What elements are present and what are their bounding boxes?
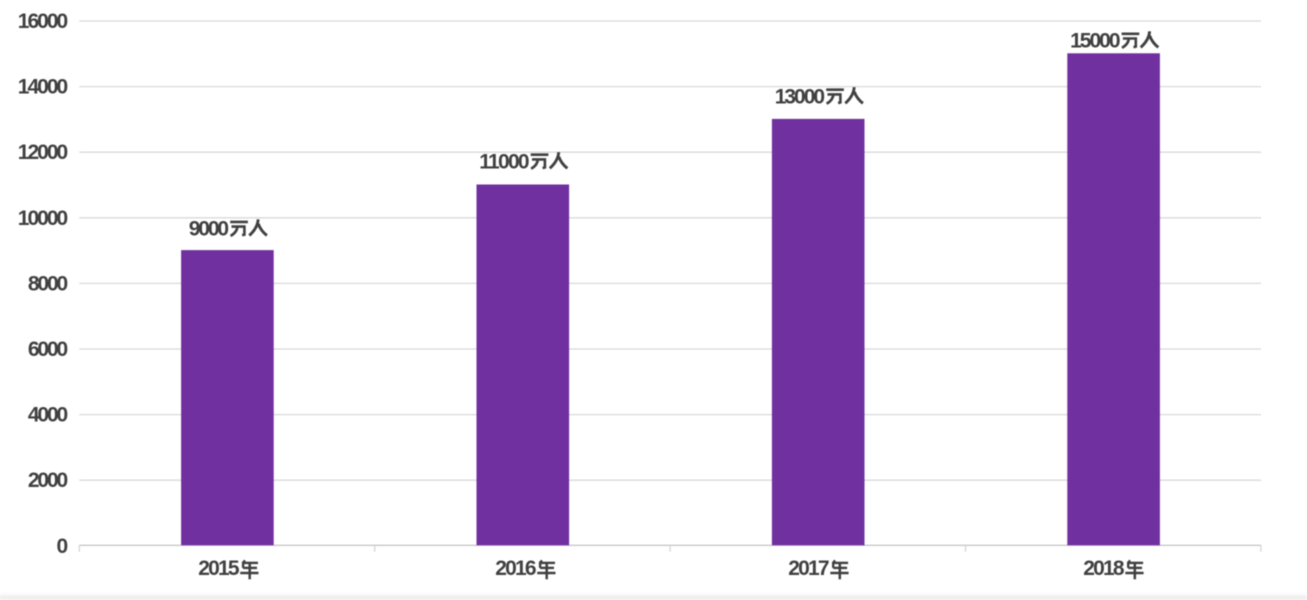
svg-text:13000: 13000 — [775, 85, 825, 108]
svg-text:2018: 2018 — [1083, 557, 1125, 580]
svg-text:14000: 14000 — [18, 76, 68, 99]
svg-text:11000: 11000 — [479, 150, 529, 173]
svg-text:2000: 2000 — [28, 469, 68, 492]
svg-text:16000: 16000 — [18, 10, 68, 33]
svg-text:9000: 9000 — [189, 218, 229, 241]
svg-text:12000: 12000 — [18, 141, 68, 164]
svg-text:2016: 2016 — [495, 557, 536, 580]
svg-text:2017: 2017 — [788, 557, 829, 580]
svg-text:0: 0 — [57, 535, 69, 558]
svg-text:2015: 2015 — [198, 557, 240, 580]
svg-text:6000: 6000 — [28, 338, 68, 361]
svg-text:4000: 4000 — [28, 404, 68, 427]
svg-text:10000: 10000 — [18, 207, 68, 230]
svg-text:8000: 8000 — [28, 272, 68, 295]
svg-text:15000: 15000 — [1070, 29, 1120, 52]
